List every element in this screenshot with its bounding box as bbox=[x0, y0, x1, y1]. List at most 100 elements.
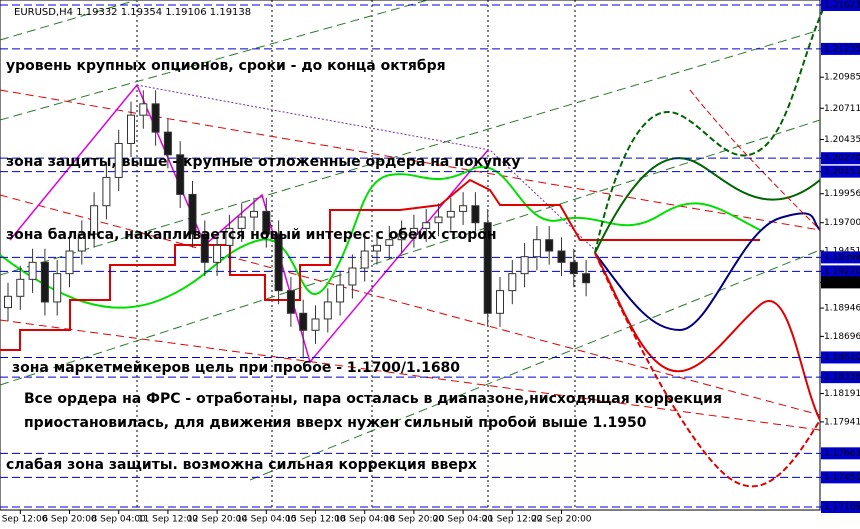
y-tick-label: 1.20435 bbox=[824, 135, 860, 145]
y-tick-label: 1.20985 bbox=[824, 73, 860, 83]
candle-body bbox=[237, 216, 246, 229]
y-tick-label: 1.21235 bbox=[824, 44, 860, 54]
candle-body bbox=[274, 233, 283, 292]
candle-body bbox=[28, 261, 37, 280]
y-tick-label: 1.20270 bbox=[824, 154, 860, 164]
x-tick-label: 15 Sep 12:00 bbox=[285, 515, 345, 525]
candle-body bbox=[311, 318, 320, 331]
candle-body bbox=[409, 227, 418, 235]
candle-body bbox=[176, 154, 185, 195]
price-box bbox=[821, 501, 860, 513]
y-tick-label: 1.17451 bbox=[824, 473, 860, 483]
candle-body bbox=[360, 250, 369, 269]
candle-body bbox=[139, 103, 148, 116]
candle-body bbox=[471, 205, 480, 224]
candle-body bbox=[373, 244, 381, 252]
annotation: слабая зона защиты. возможна сильная кор… bbox=[6, 457, 477, 473]
candle-body bbox=[569, 261, 578, 275]
candle-body bbox=[90, 205, 99, 235]
candle-body bbox=[151, 103, 160, 133]
x-tick-label: 18 Sep 20:00 bbox=[384, 515, 444, 525]
y-tick-label: 1.19173 bbox=[824, 278, 860, 288]
x-tick-label: 8 Sep 04:00 bbox=[92, 515, 147, 525]
candle-body bbox=[4, 295, 12, 309]
price-box bbox=[821, 276, 860, 289]
x-tick-label: 11 Sep 12:00 bbox=[138, 515, 198, 525]
y-tick-label: 1.18336 bbox=[824, 373, 860, 383]
candle-body bbox=[336, 284, 345, 303]
price-box bbox=[821, 42, 860, 55]
y-tick-label: 1.18946 bbox=[824, 304, 860, 314]
candle-body bbox=[582, 273, 591, 284]
candle-body bbox=[446, 210, 455, 218]
candle-body bbox=[520, 256, 529, 275]
candle-body bbox=[483, 222, 492, 314]
y-tick-label: 1.18696 bbox=[824, 332, 860, 342]
candle-body bbox=[102, 176, 111, 207]
candle-body bbox=[545, 239, 554, 252]
candle-body bbox=[114, 142, 123, 178]
candle-body bbox=[188, 193, 197, 235]
candle-body bbox=[422, 222, 431, 229]
candle-body bbox=[385, 239, 394, 246]
price-box bbox=[821, 447, 860, 460]
candle-body bbox=[557, 250, 566, 263]
y-tick-label: 1.17941 bbox=[824, 417, 860, 427]
chart-title: EURUSD,H4 1.19332 1.19354 1.19106 1.1913… bbox=[14, 7, 251, 18]
candle-body bbox=[16, 278, 25, 297]
candle-body bbox=[262, 210, 271, 235]
annotation: зона защиты, выше - крупные отложенные о… bbox=[6, 154, 520, 170]
candle-body bbox=[77, 233, 86, 252]
candle-body bbox=[200, 233, 209, 263]
candle-body bbox=[348, 267, 357, 286]
candle-body bbox=[250, 210, 258, 218]
y-tick-label: 1.19700 bbox=[824, 218, 860, 228]
y-tick-label: 1.19394 bbox=[824, 253, 860, 263]
x-tick-label: 12 Sep 20:00 bbox=[187, 515, 247, 525]
price-box bbox=[821, 265, 860, 278]
plot-frame bbox=[0, 0, 821, 511]
price-box bbox=[821, 251, 860, 264]
y-tick-label: 1.19956 bbox=[824, 189, 860, 199]
x-tick-label: 22 Sep 20:00 bbox=[531, 515, 591, 525]
price-box bbox=[821, 371, 860, 384]
annotation: уровень крупных опционов, сроки - до кон… bbox=[6, 58, 446, 74]
y-tick-label: 1.21623 bbox=[824, 1, 860, 11]
candle-body bbox=[508, 273, 517, 292]
candle-body bbox=[299, 312, 308, 331]
candle-body bbox=[459, 205, 468, 212]
candle-body bbox=[163, 131, 172, 156]
candle-body bbox=[213, 244, 222, 263]
price-box bbox=[821, 0, 860, 11]
candle-body bbox=[127, 114, 135, 144]
y-tick-label: 1.18510 bbox=[824, 353, 860, 363]
candle-body bbox=[225, 227, 234, 246]
x-tick-label: 20 Sep 04:00 bbox=[433, 515, 493, 525]
y-tick-label: 1.17189 bbox=[824, 503, 860, 513]
price-box bbox=[821, 351, 860, 364]
x-tick-label: 21 Sep 12:00 bbox=[482, 515, 542, 525]
y-tick-label: 1.19270 bbox=[824, 267, 860, 277]
candle-body bbox=[286, 290, 295, 314]
candle-body bbox=[397, 233, 406, 241]
annotation: Все ордера на ФРС - отработаны, пара ост… bbox=[24, 391, 722, 407]
price-box bbox=[821, 165, 860, 178]
candle-body bbox=[496, 290, 504, 314]
annotation: зона баланса, накапливается новый интере… bbox=[6, 227, 497, 243]
candle-body bbox=[323, 301, 332, 320]
candle-body bbox=[434, 216, 443, 224]
annotation: зона маркетмейкеров цель при пробое - 1.… bbox=[12, 360, 460, 376]
price-box bbox=[821, 152, 860, 165]
annotation: приостановилась, для движения вверх нуже… bbox=[24, 415, 647, 431]
candle-body bbox=[65, 250, 74, 275]
candle-body bbox=[40, 261, 49, 303]
y-tick-label: 1.20711 bbox=[824, 104, 860, 114]
y-tick-label: 1.18191 bbox=[824, 389, 860, 399]
candle-body bbox=[532, 239, 541, 258]
price-box bbox=[821, 471, 860, 484]
x-tick-label: 5 Sep 12:00 bbox=[0, 515, 48, 525]
y-tick-label: 1.20151 bbox=[824, 167, 860, 177]
x-tick-label: 6 Sep 20:00 bbox=[42, 515, 97, 525]
